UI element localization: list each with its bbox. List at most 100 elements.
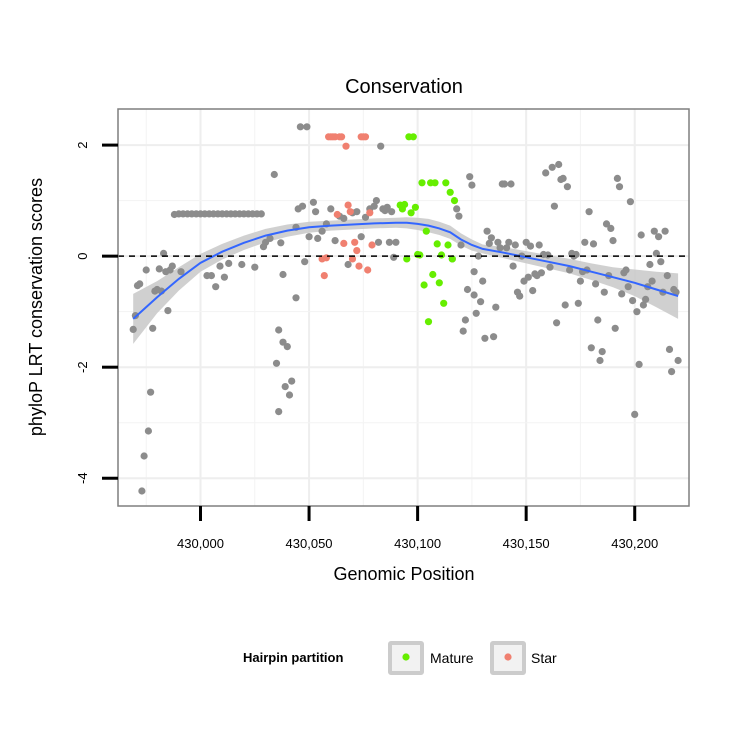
point-other bbox=[626, 198, 635, 206]
point-other bbox=[668, 368, 676, 376]
point-other bbox=[585, 208, 593, 216]
point-other bbox=[147, 388, 155, 396]
point-other bbox=[216, 262, 224, 270]
point-other bbox=[496, 244, 504, 252]
point-mature bbox=[424, 318, 433, 326]
x-tick-label: 430,100 bbox=[394, 536, 441, 551]
point-other bbox=[594, 316, 602, 324]
point-other bbox=[511, 241, 519, 249]
point-other bbox=[655, 233, 663, 241]
point-other bbox=[177, 268, 185, 276]
point-other bbox=[461, 316, 469, 324]
point-star bbox=[361, 133, 370, 141]
point-other bbox=[609, 237, 617, 245]
point-star bbox=[366, 209, 374, 217]
point-other bbox=[553, 319, 561, 327]
data-points bbox=[129, 123, 682, 495]
point-mature bbox=[433, 240, 441, 248]
point-other bbox=[563, 183, 572, 191]
point-other bbox=[272, 359, 281, 367]
point-other bbox=[279, 338, 287, 346]
point-other bbox=[309, 198, 317, 206]
trend-line-path bbox=[132, 221, 679, 320]
point-star bbox=[340, 239, 348, 247]
plot-panel bbox=[118, 109, 689, 506]
legend-label-mature: Mature bbox=[430, 650, 474, 666]
point-other bbox=[477, 298, 485, 306]
point-other bbox=[275, 326, 283, 334]
point-other bbox=[385, 238, 393, 246]
point-other bbox=[581, 238, 589, 246]
point-star bbox=[355, 262, 363, 270]
point-other bbox=[142, 266, 150, 274]
point-other bbox=[661, 227, 669, 235]
point-other bbox=[344, 260, 352, 269]
point-other bbox=[225, 259, 233, 267]
point-mature bbox=[448, 255, 456, 263]
point-other bbox=[481, 334, 489, 342]
point-other bbox=[642, 295, 650, 303]
point-other bbox=[613, 174, 622, 182]
point-other bbox=[357, 233, 365, 241]
point-other bbox=[657, 258, 665, 266]
point-other bbox=[507, 180, 515, 188]
point-other bbox=[574, 299, 582, 307]
point-other bbox=[602, 220, 611, 228]
point-other bbox=[470, 291, 478, 299]
point-other bbox=[542, 169, 550, 177]
point-other bbox=[207, 272, 215, 280]
point-other bbox=[494, 238, 502, 246]
point-star bbox=[351, 238, 359, 246]
point-other bbox=[576, 277, 585, 285]
point-other bbox=[646, 260, 654, 269]
point-mature bbox=[416, 251, 424, 259]
point-other bbox=[388, 208, 396, 216]
point-other bbox=[160, 249, 168, 257]
point-other bbox=[559, 174, 567, 182]
point-other bbox=[665, 345, 674, 353]
point-mature bbox=[411, 203, 419, 211]
point-other bbox=[516, 292, 524, 300]
point-other bbox=[281, 383, 289, 391]
point-other bbox=[474, 252, 482, 260]
point-other bbox=[457, 241, 465, 249]
point-mature bbox=[403, 255, 411, 263]
point-other bbox=[361, 213, 370, 221]
point-other bbox=[459, 327, 467, 335]
point-other bbox=[277, 239, 285, 247]
point-mature bbox=[422, 227, 430, 235]
trend-line bbox=[132, 221, 679, 320]
point-other bbox=[674, 356, 682, 365]
point-other bbox=[639, 301, 648, 309]
point-mature bbox=[401, 200, 409, 209]
point-other bbox=[455, 212, 463, 220]
point-other bbox=[650, 227, 658, 235]
point-other bbox=[544, 251, 552, 259]
legend: Hairpin partition Mature Star bbox=[243, 641, 557, 675]
point-other bbox=[383, 203, 391, 211]
point-other bbox=[372, 197, 380, 205]
point-other bbox=[472, 309, 480, 317]
point-other bbox=[483, 227, 491, 235]
point-other bbox=[312, 208, 320, 216]
chart-title: Conservation bbox=[345, 76, 463, 98]
point-other bbox=[485, 239, 493, 247]
point-other bbox=[503, 244, 511, 252]
point-other bbox=[374, 238, 383, 246]
point-other bbox=[622, 266, 630, 274]
point-other bbox=[618, 290, 626, 298]
point-other bbox=[318, 227, 326, 235]
point-mature bbox=[446, 188, 454, 196]
point-other bbox=[652, 249, 661, 257]
point-other bbox=[149, 324, 157, 332]
y-axis-label: phyloP LRT conservation scores bbox=[26, 178, 46, 436]
point-other bbox=[392, 238, 400, 246]
point-other bbox=[529, 287, 537, 295]
point-other bbox=[390, 253, 398, 261]
point-other bbox=[155, 265, 163, 273]
point-other bbox=[453, 205, 461, 213]
point-other bbox=[470, 268, 478, 276]
y-tick-label: -4 bbox=[75, 472, 90, 484]
point-other bbox=[257, 210, 265, 218]
x-tick-label: 430,050 bbox=[286, 536, 333, 551]
